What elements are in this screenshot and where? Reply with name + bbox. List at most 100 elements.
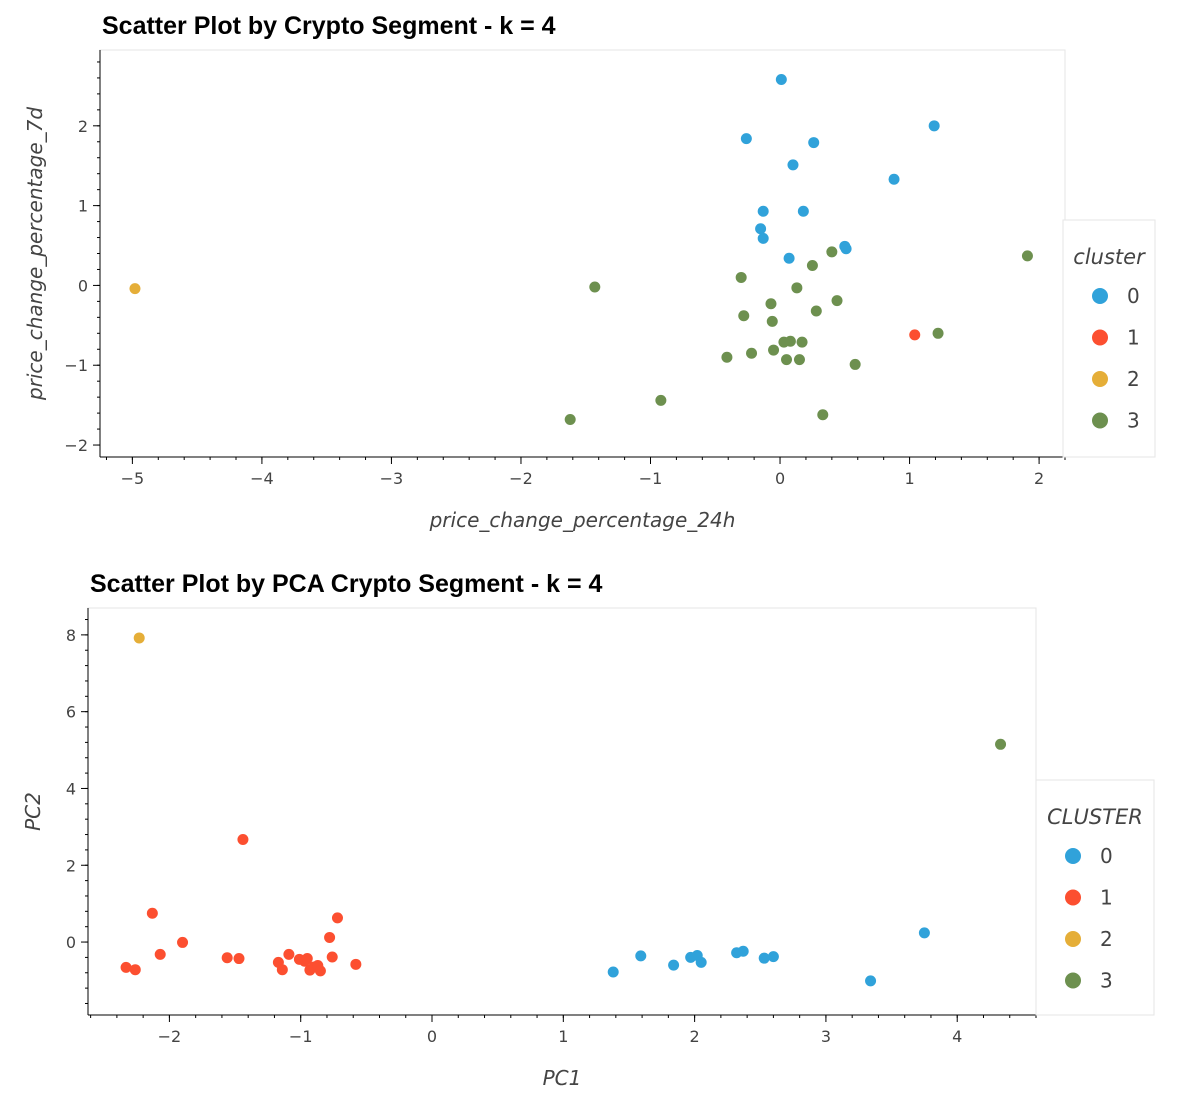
chart-2-x-tick-label: 3 xyxy=(821,1027,831,1046)
chart-1-point-cluster-3 xyxy=(564,413,576,425)
chart-2-point-cluster-1 xyxy=(314,965,326,977)
chart-1-point-cluster-0 xyxy=(757,232,769,244)
chart-2-point-cluster-1 xyxy=(154,948,166,960)
chart-2-point-cluster-1 xyxy=(120,961,132,973)
chart-1-x-tick-label: −3 xyxy=(380,469,404,488)
chart-1-legend-marker-3 xyxy=(1092,412,1108,429)
chart-2-legend-marker-0 xyxy=(1065,848,1081,864)
chart-2-x-tick-label: 1 xyxy=(558,1027,568,1046)
chart-1-x-tick-label: −5 xyxy=(121,469,145,488)
chart-1-y-tick-label: 1 xyxy=(78,197,88,216)
chart-2-point-cluster-1 xyxy=(301,953,313,965)
chart-2-point-cluster-0 xyxy=(635,950,647,962)
chart-1-point-cluster-2 xyxy=(129,283,141,295)
chart-1-point-cluster-3 xyxy=(810,305,822,317)
chart-2-legend-marker-2 xyxy=(1065,931,1081,947)
chart-1-point-cluster-0 xyxy=(755,223,767,235)
chart-2-point-cluster-2 xyxy=(133,632,145,644)
chart-1-x-tick-label: −4 xyxy=(250,469,274,488)
chart-1-point-cluster-0 xyxy=(787,159,799,171)
chart-2-y-tick-label: 0 xyxy=(66,933,76,952)
chart-1-y-tick-label: 2 xyxy=(78,117,88,136)
chart-2-y-tick-label: 2 xyxy=(66,856,76,875)
chart-2-title: Scatter Plot by PCA Crypto Segment - k =… xyxy=(90,570,603,598)
chart-2-legend-label-3: 3 xyxy=(1100,969,1113,993)
chart-1-point-cluster-3 xyxy=(1021,250,1033,262)
chart-1-point-cluster-0 xyxy=(740,133,752,145)
chart-2-point-cluster-1 xyxy=(276,964,288,976)
chart-1-point-cluster-3 xyxy=(746,347,758,359)
chart-1-point-cluster-3 xyxy=(721,351,733,363)
chart-1-point-cluster-3 xyxy=(768,344,780,356)
chart-1-legend-marker-2 xyxy=(1092,371,1108,387)
chart-2-point-cluster-1 xyxy=(233,953,245,965)
chart-2-point-cluster-1 xyxy=(237,834,249,846)
chart-2-point-cluster-1 xyxy=(129,964,141,976)
chart-1-point-cluster-3 xyxy=(655,394,667,406)
chart-2-legend-label-2: 2 xyxy=(1100,927,1113,951)
chart-2-point-cluster-0 xyxy=(767,951,779,963)
chart-1-point-cluster-3 xyxy=(831,295,843,307)
chart-1-legend-label-0: 0 xyxy=(1127,284,1140,308)
chart-1-point-cluster-3 xyxy=(766,315,778,327)
chart-1-legend-label-1: 1 xyxy=(1127,326,1140,350)
chart-2-point-cluster-1 xyxy=(350,958,362,970)
chart-1-point-cluster-3 xyxy=(765,298,777,310)
chart-2-y-axis-label: PC2 xyxy=(21,792,45,831)
chart-1-point-cluster-3 xyxy=(735,271,747,283)
chart-1-point-cluster-3 xyxy=(589,281,601,293)
chart-1-point-cluster-0 xyxy=(888,173,900,185)
chart-1-legend-label-3: 3 xyxy=(1127,409,1140,433)
chart-1-point-cluster-3 xyxy=(781,354,793,366)
chart-1-point-cluster-3 xyxy=(791,282,803,294)
chart-1-y-tick-label: 0 xyxy=(78,276,88,295)
chart-2-point-cluster-1 xyxy=(177,936,189,948)
chart-2-legend-marker-1 xyxy=(1065,889,1081,906)
chart-2-x-tick-label: −1 xyxy=(289,1027,313,1046)
chart-1-point-cluster-3 xyxy=(826,246,838,258)
chart-1-x-tick-label: −1 xyxy=(639,469,663,488)
chart-1-point-cluster-0 xyxy=(797,205,809,217)
chart-2-point-cluster-1 xyxy=(331,912,343,924)
chart-2-legend-title: CLUSTER xyxy=(1047,805,1143,829)
chart-1-point-cluster-0 xyxy=(783,252,795,264)
chart-2-legend-label-0: 0 xyxy=(1100,844,1113,868)
chart-1-point-cluster-3 xyxy=(932,327,944,339)
chart-2-point-cluster-3 xyxy=(995,738,1007,750)
chart-1-legend-marker-0 xyxy=(1092,288,1108,304)
chart-2-y-tick-label: 6 xyxy=(66,703,76,722)
chart-2-y-tick-label: 8 xyxy=(66,626,76,645)
chart-1-title: Scatter Plot by Crypto Segment - k = 4 xyxy=(102,12,556,40)
chart-1-point-cluster-0 xyxy=(808,137,820,149)
chart-2-x-tick-label: 2 xyxy=(690,1027,700,1046)
chart-2-point-cluster-1 xyxy=(221,952,233,964)
chart-2-legend-marker-3 xyxy=(1065,972,1081,989)
chart-1-legend-title: cluster xyxy=(1073,245,1146,269)
chart-1-point-cluster-3 xyxy=(817,409,829,421)
chart-1-x-tick-label: 1 xyxy=(904,469,914,488)
chart-1-legend-marker-1 xyxy=(1092,329,1108,346)
chart-1-point-cluster-3 xyxy=(778,336,790,348)
chart-1-point-cluster-0 xyxy=(928,120,940,132)
chart-1-x-axis-label: price_change_percentage_24h xyxy=(429,508,736,532)
chart-1-point-cluster-0 xyxy=(775,74,787,86)
chart-2-point-cluster-0 xyxy=(865,975,877,987)
chart-2-point-cluster-0 xyxy=(737,945,749,957)
chart-2-x-tick-label: −2 xyxy=(158,1027,182,1046)
chart-2-point-cluster-0 xyxy=(758,952,770,964)
chart-2-point-cluster-0 xyxy=(607,966,619,978)
chart-2-point-cluster-1 xyxy=(283,948,295,960)
chart-1-y-tick-label: −1 xyxy=(64,356,88,375)
chart-1-legend xyxy=(1062,219,1156,458)
chart-1-y-axis-label: price_change_percentage_7d xyxy=(23,107,47,401)
chart-1-x-tick-label: 0 xyxy=(775,469,785,488)
chart-1-point-cluster-3 xyxy=(738,310,750,322)
chart-2-x-axis-label: PC1 xyxy=(543,1066,582,1090)
chart-1-point-cluster-1 xyxy=(909,329,921,341)
chart-1-point-cluster-3 xyxy=(849,358,861,370)
chart-1-plot-area xyxy=(99,49,1066,458)
chart-1-x-tick-label: 2 xyxy=(1034,469,1044,488)
chart-1-x-tick-label: −2 xyxy=(509,469,533,488)
chart-1-point-cluster-3 xyxy=(793,354,805,366)
chart-1-legend-label-2: 2 xyxy=(1127,367,1140,391)
